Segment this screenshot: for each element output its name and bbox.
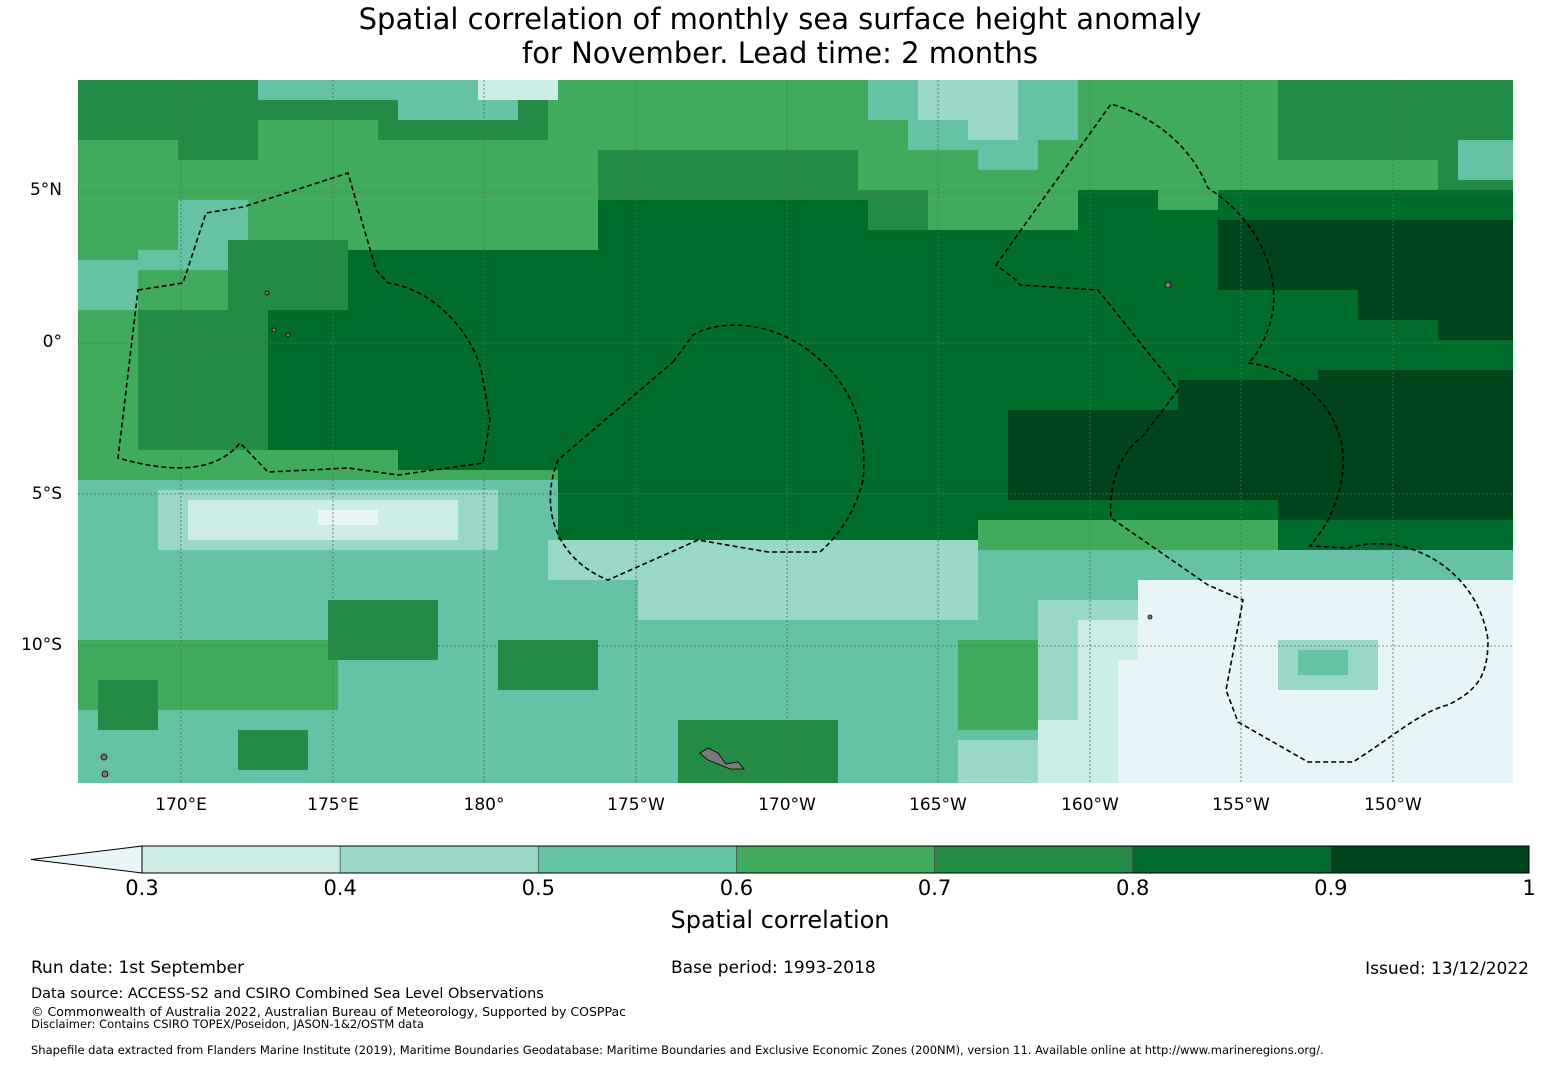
islands — [100, 281, 1172, 778]
colorbar-frame — [141, 845, 1530, 874]
colorbar-tick-label: 0.4 — [323, 876, 357, 900]
disclaimer: Disclaimer: Contains CSIRO TOPEX/Poseido… — [31, 1017, 424, 1031]
field-w-0.5 — [78, 200, 248, 310]
lon-label-170e: 170°E — [155, 795, 207, 815]
lat-label-5s: 5°S — [31, 484, 62, 504]
field-n-0.3 — [478, 80, 558, 100]
colorbar-swatch — [736, 845, 935, 874]
issued-date: Issued: 13/12/2022 — [1365, 959, 1529, 979]
lon-label-165w: 165°W — [909, 795, 967, 815]
lat-label-5n: 5°N — [29, 180, 62, 200]
lon-label-180: 180° — [463, 795, 505, 815]
title-line-2: for November. Lead time: 2 months — [521, 36, 1039, 70]
field-w2-0.7 — [228, 240, 348, 310]
field-s-low — [318, 510, 378, 525]
island-line-2 — [1147, 614, 1153, 620]
colorbar-swatch — [339, 845, 539, 874]
lon-label-160w: 160°W — [1061, 795, 1119, 815]
lat-label-10s: 10°S — [21, 635, 62, 655]
lon-label-170w: 170°W — [758, 795, 816, 815]
copyright-notice: © Commonwealth of Australia 2022, Austra… — [31, 1004, 626, 1019]
colorbar-tick-label: 0.9 — [1314, 876, 1348, 900]
field-n2-0.4 — [918, 80, 1018, 140]
title-line-1: Spatial correlation of monthly sea surfa… — [358, 2, 1202, 36]
field-s-0.7a — [328, 600, 438, 660]
shapefile-note: Shapefile data extracted from Flanders M… — [31, 1043, 1324, 1057]
field-sw-0.7 — [98, 680, 158, 730]
colorbar-tick-label: 0.6 — [719, 876, 754, 900]
island-samoa — [699, 747, 745, 770]
colorbar-swatch — [934, 845, 1134, 874]
field-w-0.7 — [138, 310, 268, 450]
colorbar-tick-label: 0.5 — [521, 876, 555, 900]
data-source: Data source: ACCESS-S2 and CSIRO Combine… — [31, 986, 544, 1002]
run-date: Run date: 1st September — [31, 958, 245, 978]
colorbar-title: Spatial correlation — [670, 906, 890, 934]
field-se-0.5b — [1298, 650, 1348, 675]
map-title: Spatial correlation of monthly sea surfa… — [0, 2, 1560, 70]
colorbar-tick-label: 0.7 — [917, 876, 952, 900]
colorbar-extension — [30, 845, 143, 874]
field-s-0.7d — [238, 730, 308, 770]
lon-label-175w: 175°W — [607, 795, 665, 815]
island-tuvalu-2 — [101, 770, 109, 778]
island-gilbert-2 — [271, 327, 277, 333]
island-tuvalu-1 — [100, 753, 108, 761]
field-s-0.7c — [678, 720, 838, 783]
field-s2-0.4 — [548, 540, 978, 620]
colorbar-tick-label: 0.3 — [125, 876, 159, 900]
colorbar-tick-label: 1 — [1522, 876, 1536, 900]
field-e-0.9 — [1008, 370, 1513, 520]
eez-kiribati-phoenix — [549, 324, 865, 581]
correlation-map — [78, 80, 1513, 783]
field-ne-0.5 — [1458, 140, 1513, 180]
colorbar — [30, 845, 1530, 874]
field-n3-0.6 — [1158, 170, 1218, 210]
colorbar-swatch — [141, 845, 341, 874]
island-gilbert-3 — [285, 332, 291, 338]
gridlines — [78, 80, 1513, 783]
lon-label-150w: 150°W — [1364, 795, 1422, 815]
base-period: Base period: 1993-2018 — [671, 958, 876, 978]
field-w-0.6 — [78, 160, 138, 260]
lat-label-0: 0° — [42, 332, 62, 352]
field-s-0.7b — [498, 640, 598, 690]
colorbar-swatch — [1132, 845, 1332, 874]
island-gilbert-1 — [264, 290, 270, 296]
colorbar-tick-label: 0.8 — [1116, 876, 1150, 900]
eez-kiribati-gilbert — [117, 171, 491, 476]
colorbar-swatch — [537, 845, 737, 874]
field-ne-0.7 — [1278, 80, 1513, 190]
colorbar-swatch — [1330, 845, 1530, 874]
map-field — [78, 80, 1513, 783]
eez-kiribati-line — [994, 103, 1489, 763]
lon-label-155w: 155°W — [1212, 795, 1270, 815]
lon-label-175e: 175°E — [307, 795, 359, 815]
field-n-0.5 — [258, 80, 518, 120]
eez-boundaries — [117, 103, 1489, 763]
island-line-1 — [1164, 281, 1172, 289]
field-ne-0.9 — [1218, 220, 1513, 340]
